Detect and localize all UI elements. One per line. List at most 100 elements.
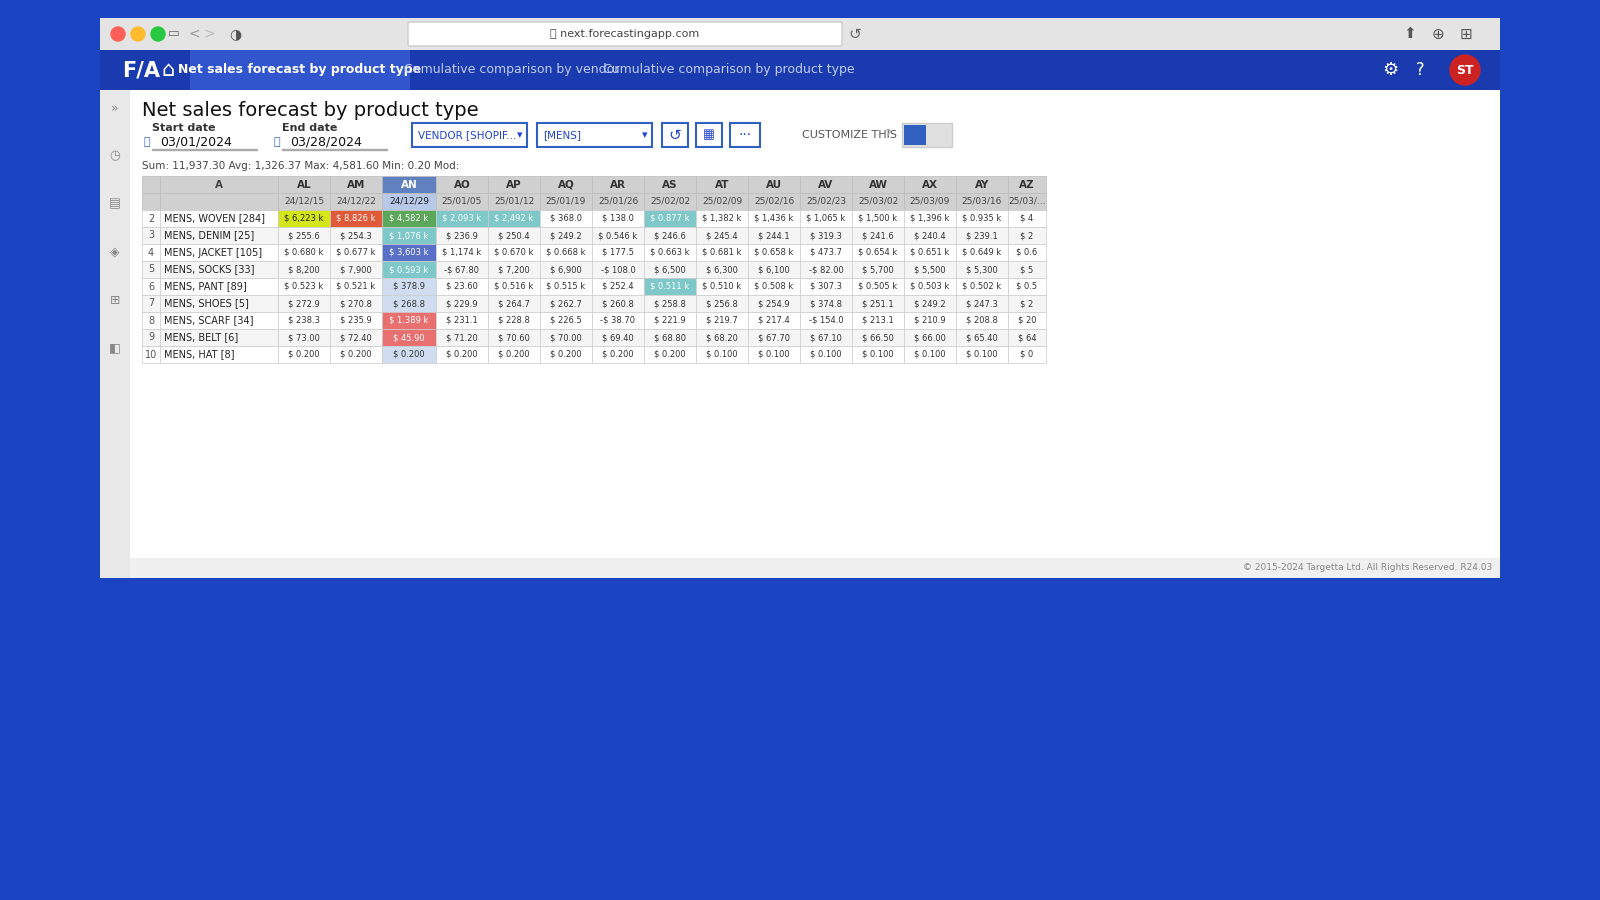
- Bar: [330, 295, 382, 312]
- Bar: [278, 295, 330, 312]
- Bar: [435, 261, 488, 278]
- Text: 5: 5: [147, 265, 154, 274]
- Bar: [592, 261, 643, 278]
- Text: $ 368.0: $ 368.0: [550, 214, 582, 223]
- Text: $ 2: $ 2: [1021, 299, 1034, 308]
- Text: 25/03/02: 25/03/02: [858, 197, 898, 206]
- Text: $ 0.651 k: $ 0.651 k: [910, 248, 950, 257]
- Text: 8: 8: [147, 316, 154, 326]
- Bar: [435, 329, 488, 346]
- Text: $ 254.9: $ 254.9: [758, 299, 790, 308]
- Text: $ 6,100: $ 6,100: [758, 265, 790, 274]
- Bar: [592, 193, 643, 210]
- Text: 📅: 📅: [144, 137, 150, 147]
- Bar: [488, 278, 541, 295]
- Bar: [957, 329, 1008, 346]
- Text: ⊞: ⊞: [1459, 26, 1472, 41]
- Text: $ 0.935 k: $ 0.935 k: [962, 214, 1002, 223]
- Text: ⌂: ⌂: [162, 60, 174, 80]
- Text: $ 0.200: $ 0.200: [654, 350, 686, 359]
- Bar: [904, 295, 957, 312]
- Bar: [488, 176, 541, 193]
- Bar: [749, 261, 800, 278]
- Bar: [278, 210, 330, 227]
- Bar: [278, 312, 330, 329]
- Bar: [142, 312, 160, 329]
- Text: $ 0.100: $ 0.100: [914, 350, 946, 359]
- Bar: [435, 176, 488, 193]
- Bar: [696, 346, 749, 363]
- Text: 25/01/26: 25/01/26: [598, 197, 638, 206]
- Text: $ 210.9: $ 210.9: [914, 316, 946, 325]
- Bar: [749, 346, 800, 363]
- Text: $ 6,300: $ 6,300: [706, 265, 738, 274]
- Text: $ 238.3: $ 238.3: [288, 316, 320, 325]
- Text: $ 0.508 k: $ 0.508 k: [754, 282, 794, 291]
- Text: $ 228.8: $ 228.8: [498, 316, 530, 325]
- Text: $ 208.8: $ 208.8: [966, 316, 998, 325]
- Text: MENS, SCARF [34]: MENS, SCARF [34]: [165, 316, 253, 326]
- Bar: [99, 558, 1501, 578]
- Text: $ 219.7: $ 219.7: [706, 316, 738, 325]
- Text: ?: ?: [1414, 61, 1426, 79]
- Bar: [160, 346, 278, 363]
- Bar: [278, 261, 330, 278]
- Bar: [643, 193, 696, 210]
- Text: $ 0.681 k: $ 0.681 k: [702, 248, 742, 257]
- Text: 25/02/09: 25/02/09: [702, 197, 742, 206]
- Text: MENS, SHOES [5]: MENS, SHOES [5]: [165, 299, 250, 309]
- Text: $ 7,900: $ 7,900: [341, 265, 371, 274]
- Text: $ 239.1: $ 239.1: [966, 231, 998, 240]
- Bar: [592, 210, 643, 227]
- Bar: [278, 278, 330, 295]
- Text: AW: AW: [869, 179, 888, 190]
- Text: $ 0.680 k: $ 0.680 k: [285, 248, 323, 257]
- Bar: [800, 261, 851, 278]
- Text: MENS, SOCKS [33]: MENS, SOCKS [33]: [165, 265, 254, 274]
- Bar: [904, 312, 957, 329]
- Bar: [142, 176, 160, 193]
- Text: 25/02/02: 25/02/02: [650, 197, 690, 206]
- Bar: [643, 244, 696, 261]
- Bar: [330, 261, 382, 278]
- Text: 25/01/05: 25/01/05: [442, 197, 482, 206]
- Text: >: >: [203, 27, 214, 41]
- Text: $ 5,700: $ 5,700: [862, 265, 894, 274]
- Text: $ 0.200: $ 0.200: [602, 350, 634, 359]
- Bar: [382, 295, 435, 312]
- Text: $ 241.6: $ 241.6: [862, 231, 894, 240]
- Bar: [142, 278, 160, 295]
- Bar: [142, 210, 160, 227]
- Text: $ 177.5: $ 177.5: [602, 248, 634, 257]
- Bar: [142, 329, 160, 346]
- Text: $ 0.6: $ 0.6: [1016, 248, 1038, 257]
- Text: $ 0.663 k: $ 0.663 k: [650, 248, 690, 257]
- Bar: [541, 312, 592, 329]
- Text: ···: ···: [739, 128, 752, 142]
- Bar: [541, 176, 592, 193]
- Text: ▾: ▾: [517, 130, 523, 140]
- Bar: [696, 278, 749, 295]
- Bar: [435, 278, 488, 295]
- Text: $ 66.00: $ 66.00: [914, 333, 946, 342]
- Bar: [957, 295, 1008, 312]
- Text: $ 5,500: $ 5,500: [914, 265, 946, 274]
- Bar: [541, 329, 592, 346]
- Text: $ 473.7: $ 473.7: [810, 248, 842, 257]
- Text: $ 8,826 k: $ 8,826 k: [336, 214, 376, 223]
- Bar: [904, 210, 957, 227]
- Bar: [382, 244, 435, 261]
- Bar: [749, 227, 800, 244]
- Bar: [278, 176, 330, 193]
- Text: $ 0.668 k: $ 0.668 k: [546, 248, 586, 257]
- Text: $ 226.5: $ 226.5: [550, 316, 582, 325]
- Bar: [800, 312, 851, 329]
- Bar: [904, 125, 926, 145]
- Bar: [800, 329, 851, 346]
- Bar: [800, 193, 851, 210]
- Text: $ 1,396 k: $ 1,396 k: [910, 214, 950, 223]
- Text: $ 254.3: $ 254.3: [341, 231, 371, 240]
- Text: 03/01/2024: 03/01/2024: [160, 136, 232, 149]
- Text: $ 4,582 k: $ 4,582 k: [389, 214, 429, 223]
- Bar: [749, 329, 800, 346]
